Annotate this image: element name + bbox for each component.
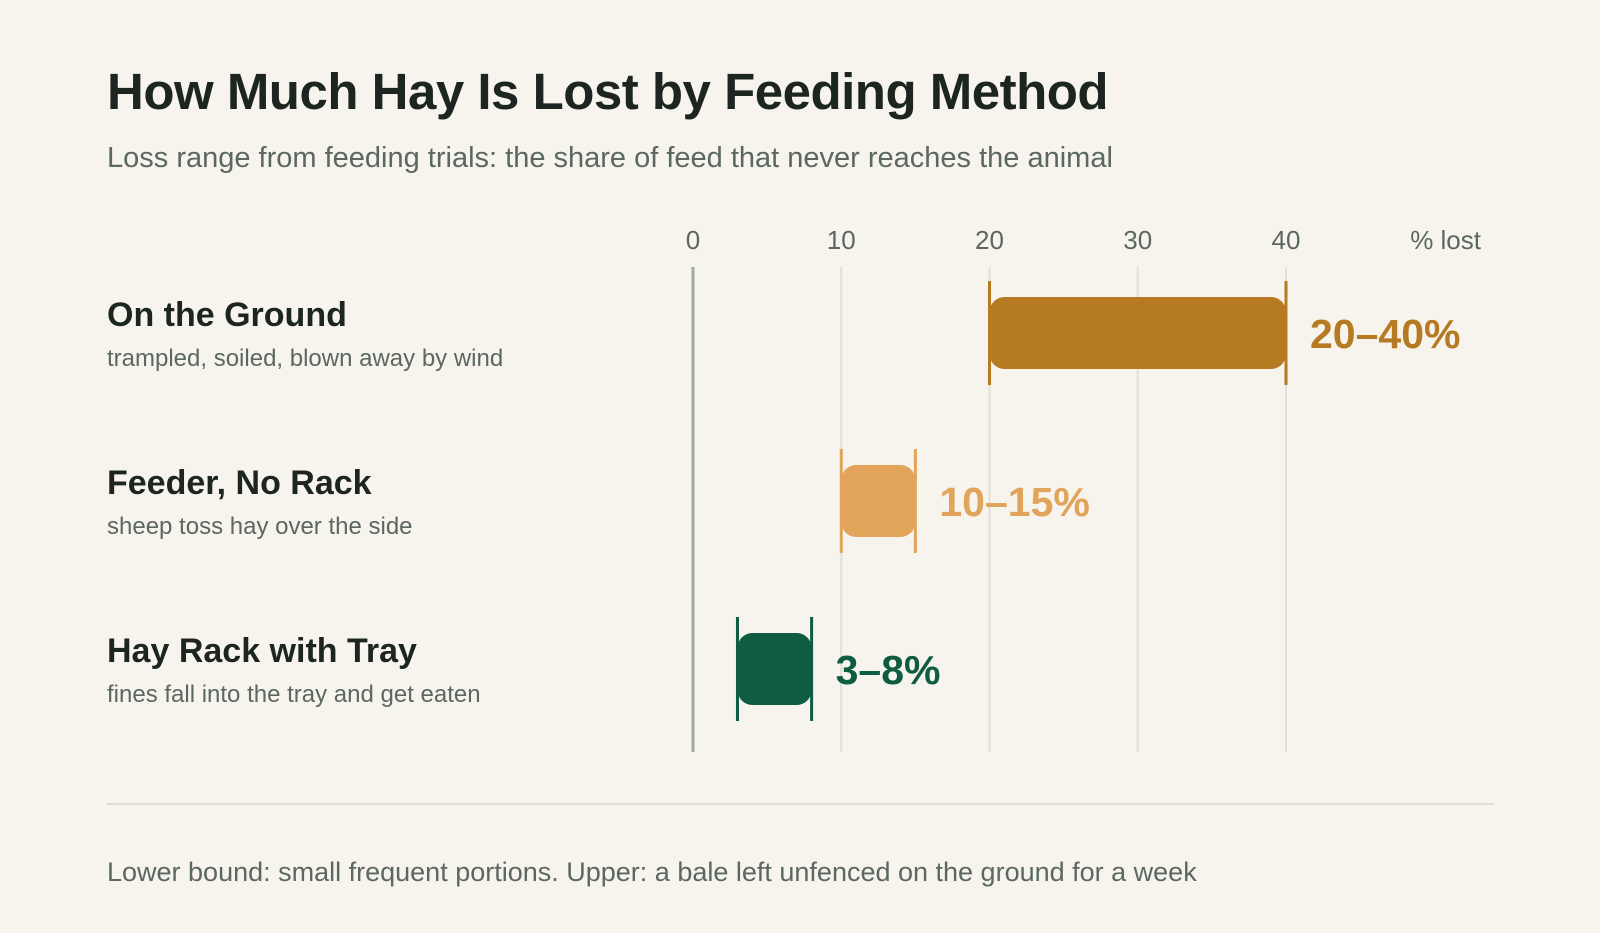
category-description: trampled, soiled, blown away by wind: [107, 345, 504, 372]
footnote: Lower bound: small frequent portions. Up…: [107, 857, 1197, 887]
row-label-hay-rack: Hay Rack with Tray fines fall into the t…: [107, 632, 481, 709]
chart-subtitle: Loss range from feeding trials: the shar…: [107, 142, 1113, 174]
x-tick-label: 20: [975, 225, 1004, 255]
x-tick-label: 40: [1272, 225, 1301, 255]
category-label: Hay Rack with Tray: [107, 632, 417, 670]
x-tick-label: 30: [1123, 225, 1152, 255]
x-tick-label: 10: [827, 225, 856, 255]
row-label-ground: On the Ground trampled, soiled, blown aw…: [107, 296, 503, 373]
range-value-label: 10–15%: [939, 479, 1089, 525]
range-bar: [737, 633, 812, 705]
category-label: On the Ground: [107, 296, 347, 334]
category-description: fines fall into the tray and get eaten: [107, 681, 481, 708]
range-bar: [841, 465, 916, 537]
x-tick-label: 0: [686, 225, 700, 255]
range-bar: [989, 297, 1286, 369]
x-axis-label: % lost: [1410, 225, 1482, 255]
row-label-feeder: Feeder, No Rack sheep toss hay over the …: [107, 464, 413, 541]
range-value-label: 20–40%: [1310, 311, 1460, 357]
category-label: Feeder, No Rack: [107, 464, 372, 502]
footer-divider: [107, 803, 1494, 805]
chart-title: How Much Hay Is Lost by Feeding Method: [107, 63, 1109, 120]
category-description: sheep toss hay over the side: [107, 513, 413, 540]
range-value-label: 3–8%: [836, 647, 941, 693]
